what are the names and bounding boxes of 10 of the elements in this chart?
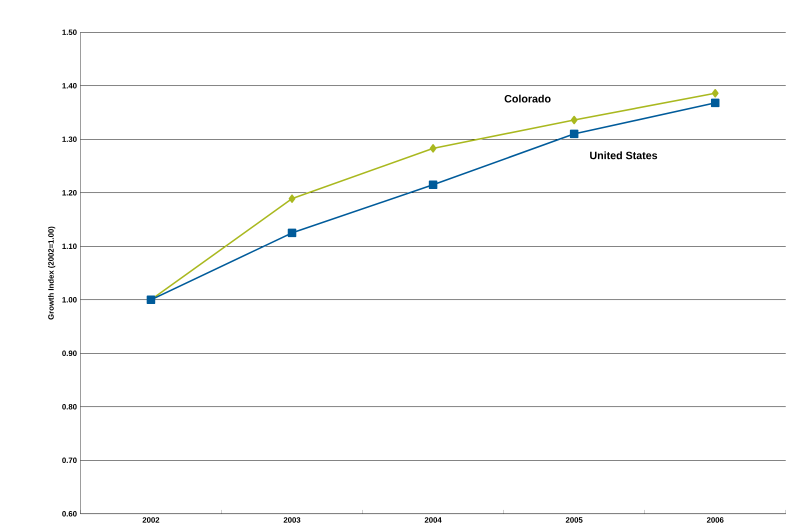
point: [570, 130, 578, 138]
point: [288, 228, 296, 238]
point: [710, 98, 720, 108]
point: [430, 144, 436, 153]
point: [428, 180, 438, 189]
series-label: United States: [590, 151, 658, 160]
text: Colorado: [504, 94, 551, 102]
point: [570, 116, 578, 124]
point: [712, 88, 719, 98]
point: [288, 194, 296, 203]
